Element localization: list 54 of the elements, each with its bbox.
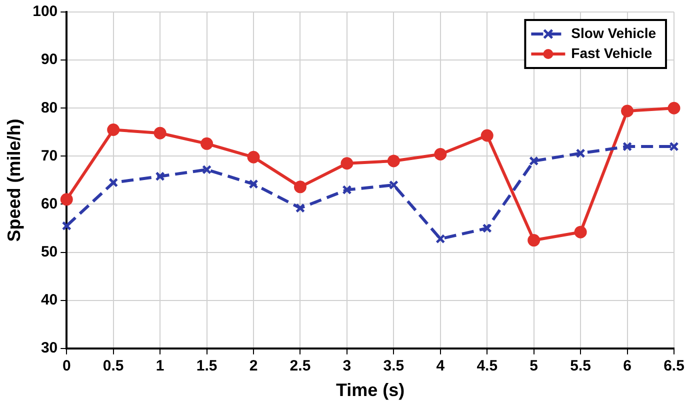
x-axis-title: Time (s) xyxy=(336,380,405,400)
x-tick-label: 3.5 xyxy=(383,358,404,375)
x-tick-label: 3 xyxy=(342,358,352,375)
point xyxy=(621,104,634,118)
y-tick-label: 60 xyxy=(40,195,58,212)
point xyxy=(60,193,73,206)
point xyxy=(387,154,400,168)
point xyxy=(480,129,494,142)
x-tick-label: 5.5 xyxy=(570,358,591,375)
y-tick-label: 30 xyxy=(40,340,58,357)
point xyxy=(247,150,260,164)
point xyxy=(669,142,679,152)
point xyxy=(108,178,118,188)
x-tick-label: 6 xyxy=(623,358,632,375)
point xyxy=(436,234,446,244)
y-tick-label: 90 xyxy=(40,51,58,68)
point xyxy=(155,172,165,182)
y-tick-label: 40 xyxy=(40,291,58,308)
y-tick-label: 70 xyxy=(40,147,58,164)
point xyxy=(154,126,166,140)
point xyxy=(107,123,120,136)
point xyxy=(342,185,352,195)
point xyxy=(668,102,680,114)
point xyxy=(248,179,258,189)
legend-label: Slow Vehicle xyxy=(571,24,656,41)
point xyxy=(294,180,306,194)
legend-label: Fast Vehicle xyxy=(571,44,652,61)
point xyxy=(528,234,540,247)
x-tick-label: 4 xyxy=(436,358,446,375)
y-tick-label: 80 xyxy=(40,99,58,116)
x-tick-label: 0 xyxy=(62,358,71,375)
point xyxy=(388,180,398,190)
x-tick-label: 2.5 xyxy=(290,358,311,375)
x-tick-label: 6.5 xyxy=(664,358,684,375)
point xyxy=(202,164,212,174)
point xyxy=(622,142,632,152)
x-tick-label: 5 xyxy=(530,358,538,375)
point xyxy=(434,148,447,160)
point xyxy=(62,221,72,231)
y-tick-label: 50 xyxy=(40,243,58,260)
point xyxy=(576,148,586,158)
point xyxy=(200,137,214,150)
y-axis-title: Speed (mile/h) xyxy=(4,118,24,242)
point xyxy=(340,157,354,170)
x-tick-label: 1 xyxy=(156,358,164,375)
y-tick-label: 100 xyxy=(32,3,58,20)
point xyxy=(295,203,306,213)
point xyxy=(482,223,492,234)
x-tick-label: 1.5 xyxy=(196,358,218,375)
x-tick-label: 2 xyxy=(249,358,258,375)
point xyxy=(574,226,587,238)
point xyxy=(529,156,539,166)
x-tick-label: 0.5 xyxy=(102,358,124,375)
x-tick-label: 4.5 xyxy=(476,358,498,375)
